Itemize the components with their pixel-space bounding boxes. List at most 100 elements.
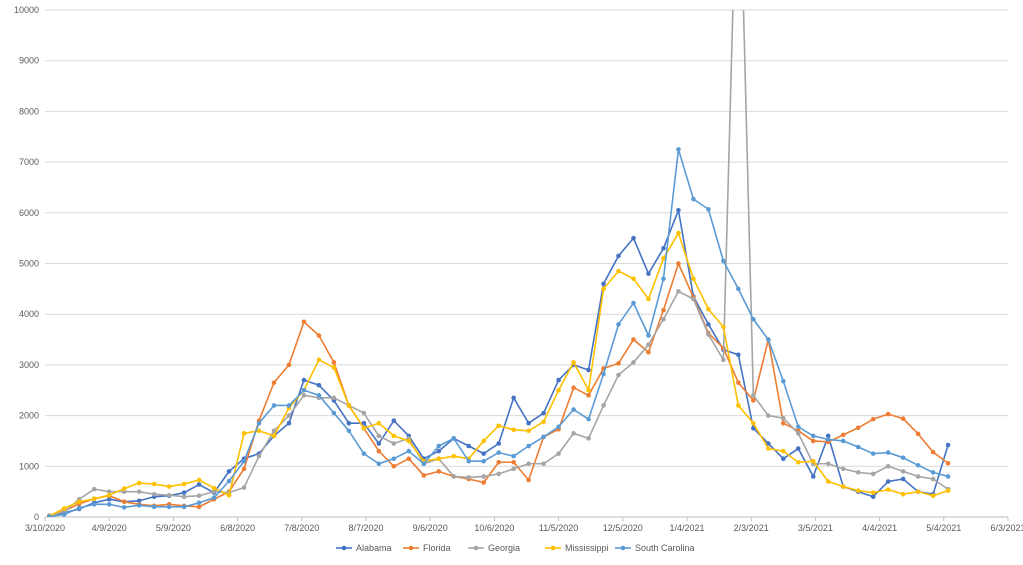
data-point [601,403,606,408]
data-point [481,474,487,479]
data-point [376,461,382,467]
data-point [840,432,846,438]
data-point [586,436,591,441]
y-tick-label: 1000 [19,461,39,471]
data-point [646,349,651,355]
data-point [136,489,142,494]
data-point [301,387,307,393]
legend-marker [408,545,414,551]
data-point [346,420,352,426]
data-point [795,424,801,430]
data-point [541,410,546,416]
data-point [151,481,157,487]
data-point [196,493,202,499]
data-point [825,479,831,484]
data-point [586,393,591,398]
data-point [511,427,516,433]
data-point [631,337,636,342]
legend-entry: South Carolina [615,543,695,553]
data-point [646,342,651,347]
data-point [810,433,816,439]
data-point [945,488,951,493]
data-point [286,403,292,408]
data-point [855,425,861,431]
data-point [316,393,322,398]
data-point [721,324,726,330]
data-point [451,474,457,479]
data-point [331,395,337,401]
data-point [436,456,442,461]
data-point [930,493,936,499]
data-point [481,458,487,464]
data-point [211,485,217,491]
data-point [766,413,771,418]
data-point [361,425,367,431]
data-point [885,450,891,455]
data-point [346,403,352,408]
data-point [196,504,202,510]
data-point [106,489,112,494]
data-point [136,503,142,508]
x-tick-label: 8/7/2020 [348,523,383,533]
data-point [496,471,501,477]
data-point [781,415,786,421]
data-point [586,367,591,373]
data-point [271,403,277,408]
data-point [331,410,337,416]
data-point [571,360,576,365]
data-point [736,380,741,385]
data-point [361,410,367,416]
data-point [571,431,576,436]
series-line [49,209,949,517]
data-point [930,449,936,455]
data-point [870,490,876,495]
series-south-carolina [46,147,951,517]
data-point [676,230,681,236]
data-point [526,477,531,483]
data-point [810,438,816,444]
x-tick-label: 6/3/2021 [990,523,1023,533]
data-point [840,484,846,489]
data-point [900,491,906,497]
data-point [915,489,921,494]
x-tick-label: 3/5/2021 [798,523,833,533]
data-point [226,492,232,498]
y-tick-label: 7000 [19,157,39,167]
data-point [556,387,561,393]
data-point [631,360,636,365]
data-point [496,450,501,455]
data-point [181,490,187,495]
data-point [870,416,876,422]
data-point [151,491,157,497]
x-tick-label: 5/4/2021 [926,523,961,533]
data-point [766,441,771,446]
data-point [376,433,382,439]
data-point [795,446,801,451]
data-point [691,296,696,302]
data-point [616,372,621,378]
data-point [736,403,741,408]
data-point [526,428,531,434]
series-georgia [46,10,951,517]
series-layer [46,10,951,517]
data-point [766,446,771,451]
data-point [541,434,546,440]
data-point [166,492,172,498]
data-point [706,332,711,337]
data-point [196,482,202,487]
data-point [601,281,606,287]
data-point [751,393,756,398]
data-point [91,486,97,492]
data-point [346,428,352,434]
legend-label: South Carolina [635,543,695,553]
data-point [496,441,501,446]
data-point [91,496,97,502]
legend-entry: Georgia [468,543,520,553]
y-tick-label: 4000 [19,309,39,319]
legend: Alabama Florida Georgia Mississippi South Ca… [336,543,695,553]
data-point [855,470,861,475]
data-point [526,420,531,426]
data-point [181,504,187,510]
